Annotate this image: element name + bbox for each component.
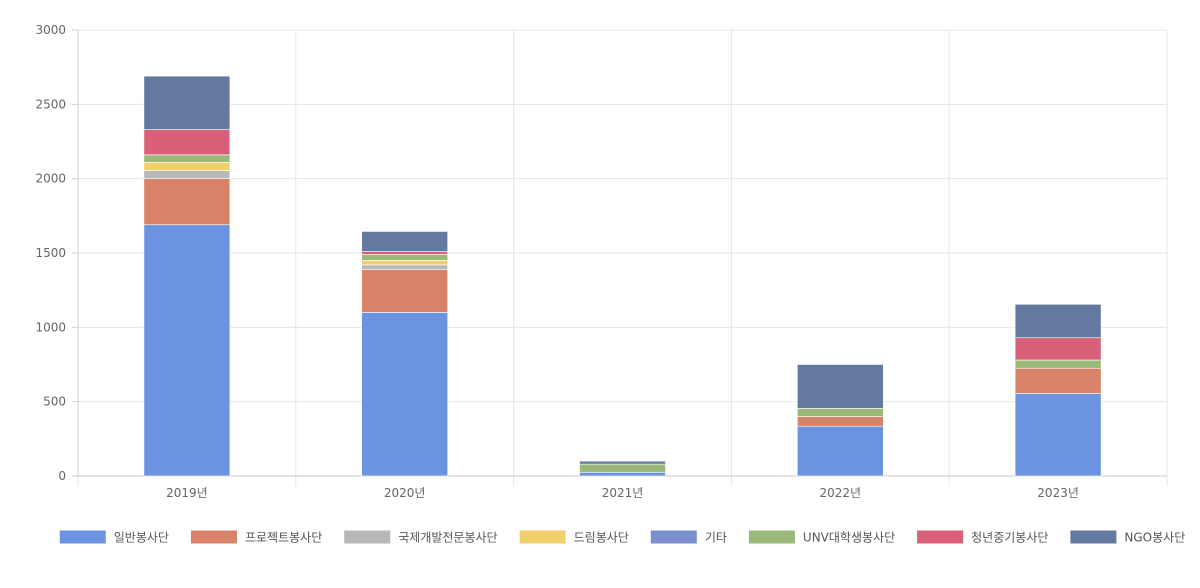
bar-segment[interactable] xyxy=(796,408,884,417)
bar-segment[interactable] xyxy=(361,231,449,252)
legend-item[interactable]: 일반봉사단 xyxy=(59,530,169,545)
y-tick-label: 1500 xyxy=(35,246,66,260)
legend: 일반봉사단 프로젝트봉사단 국제개발전문봉사단 드림봉사단 기타 UNV대학생봉사단 청년중… xyxy=(59,530,1185,545)
legend-label: 프로젝트봉사단 xyxy=(245,531,322,545)
legend-label: 국제개발전문봉사단 xyxy=(398,531,497,545)
legend-swatch xyxy=(190,530,237,544)
bar-segment[interactable] xyxy=(361,312,449,477)
bar-segment[interactable] xyxy=(1014,393,1102,477)
bar-segment[interactable] xyxy=(143,170,231,179)
y-axis: 0 500 1000 1500 2000 2500 3000 xyxy=(35,23,79,483)
legend-swatch xyxy=(917,530,964,544)
bar-segment[interactable] xyxy=(143,75,231,130)
legend-item[interactable]: 프로젝트봉사단 xyxy=(190,530,322,545)
bar-segment[interactable] xyxy=(143,162,231,171)
legend-item[interactable]: NGO봉사단 xyxy=(1070,530,1185,545)
legend-item[interactable]: UNV대학생봉사단 xyxy=(748,530,895,545)
bar-segment[interactable] xyxy=(579,463,666,473)
bar-segment[interactable] xyxy=(796,364,884,409)
legend-swatch xyxy=(1070,530,1117,544)
legend-label: NGO봉사단 xyxy=(1124,531,1185,545)
bar-segment[interactable] xyxy=(579,471,666,477)
legend-item[interactable]: 국제개발전문봉사단 xyxy=(344,530,498,545)
legend-swatch xyxy=(344,530,391,544)
y-tick-label: 500 xyxy=(43,395,66,409)
x-tick-label: 2021년 xyxy=(602,486,644,500)
legend-item[interactable]: 드림봉사단 xyxy=(519,530,629,545)
y-tick-label: 1000 xyxy=(35,320,66,334)
legend-item[interactable]: 청년중기봉사단 xyxy=(917,530,1048,545)
x-tick-label: 2022년 xyxy=(820,486,862,500)
bar-segment[interactable] xyxy=(143,154,231,163)
bar-segment[interactable] xyxy=(361,254,449,261)
bar-segment[interactable] xyxy=(361,269,449,313)
legend-swatch xyxy=(650,530,697,544)
bar-segment[interactable] xyxy=(1014,359,1102,369)
bar-segment[interactable] xyxy=(143,178,231,226)
bar-segment[interactable] xyxy=(796,425,884,477)
y-tick-label: 2500 xyxy=(35,97,66,111)
legend-item[interactable]: 기타 xyxy=(650,530,727,545)
bars xyxy=(143,75,1102,477)
legend-swatch xyxy=(748,530,795,544)
bar-segment[interactable] xyxy=(361,251,449,255)
legend-label: 드림봉사단 xyxy=(574,531,629,545)
bar-segment[interactable] xyxy=(579,460,666,465)
y-tick-label: 2000 xyxy=(35,172,66,186)
bar-segment[interactable] xyxy=(1014,367,1102,394)
legend-swatch xyxy=(519,530,566,544)
x-tick-label: 2023년 xyxy=(1037,486,1079,500)
x-axis: 2019년 2020년 2021년 2022년 2023년 xyxy=(72,475,1167,500)
y-tick-label: 3000 xyxy=(35,23,66,37)
bar-segment[interactable] xyxy=(361,264,449,270)
x-tick-label: 2020년 xyxy=(384,486,426,500)
bar-segment[interactable] xyxy=(796,416,884,427)
y-tick-label: 0 xyxy=(58,469,66,483)
bar-segment[interactable] xyxy=(1014,337,1102,361)
legend-label: 기타 xyxy=(705,531,727,545)
grid xyxy=(77,29,1168,486)
legend-label: UNV대학생봉사단 xyxy=(803,531,895,545)
legend-label: 일반봉사단 xyxy=(114,531,169,545)
bar-segment[interactable] xyxy=(361,260,449,266)
bar-segment[interactable] xyxy=(143,224,231,477)
legend-swatch xyxy=(59,530,106,544)
bar-segment[interactable] xyxy=(1014,303,1102,339)
legend-label: 청년중기봉사단 xyxy=(971,531,1048,545)
bar-segment[interactable] xyxy=(143,129,231,156)
x-tick-label: 2019년 xyxy=(166,486,208,500)
